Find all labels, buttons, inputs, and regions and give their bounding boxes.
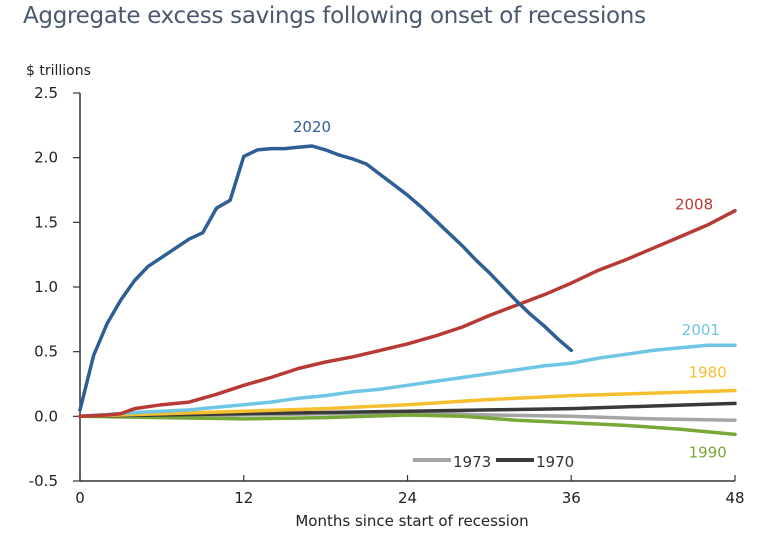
y-tick-label: 2.5	[34, 84, 58, 102]
series-line-2001	[78, 343, 737, 419]
y-tick-label: 2.0	[34, 149, 58, 167]
y-tick-label: 1.5	[34, 213, 58, 231]
series-label-2008: 2008	[675, 195, 713, 213]
series-label-2020: 2020	[293, 118, 331, 136]
legend-label-1973: 1973	[453, 453, 491, 471]
x-tick-label: 0	[75, 489, 85, 507]
x-tick-label: 48	[725, 489, 744, 507]
x-tick-label: 12	[234, 489, 253, 507]
series-line-2020	[78, 144, 574, 412]
series-label-1980: 1980	[689, 364, 727, 382]
x-axis-title: Months since start of recession	[295, 512, 528, 530]
x-tick-label: 24	[398, 489, 417, 507]
series-labels: 1990 1980 2001 2008 2020	[293, 118, 727, 462]
y-axis-unit-label: $ trillions	[26, 63, 91, 79]
series-lines	[78, 144, 737, 437]
series-line-2008	[78, 208, 737, 419]
x-tick-label: 36	[562, 489, 581, 507]
series-line-1980	[78, 388, 737, 419]
chart-title: Aggregate excess savings following onset…	[23, 3, 646, 29]
legend: 1973 1970	[413, 453, 574, 471]
axes: -0.5 0.0 0.5 1.0 1.5 2.0 2.5 0 12 24 36 48	[29, 84, 745, 507]
y-tick-label: 0.0	[34, 407, 58, 425]
y-tick-label: -0.5	[29, 472, 58, 490]
series-label-2001: 2001	[682, 321, 720, 339]
series-line-1990	[78, 413, 737, 437]
legend-label-1970: 1970	[536, 453, 574, 471]
y-tick-label: 1.0	[34, 278, 58, 296]
y-tick-label: 0.5	[34, 343, 58, 361]
series-label-1990: 1990	[689, 444, 727, 462]
